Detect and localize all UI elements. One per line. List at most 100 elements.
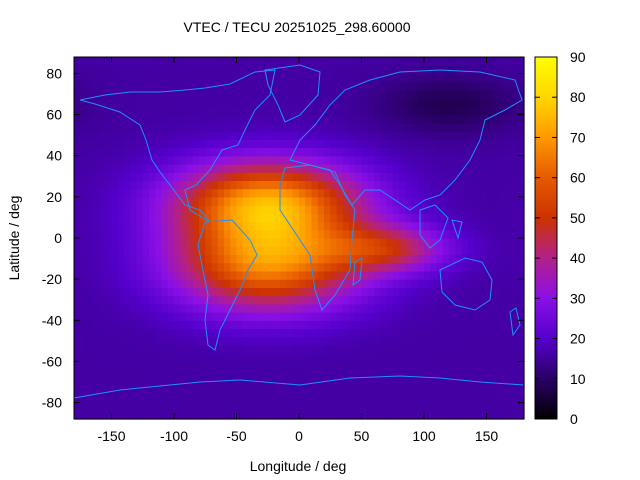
heatmap-cell	[480, 312, 488, 321]
heatmap-cell	[480, 295, 488, 305]
heatmap-cell	[517, 73, 525, 83]
coastline-north-america	[79, 69, 276, 223]
colorbar-tick-label: 30	[570, 290, 586, 306]
heatmap-cell	[305, 410, 313, 420]
vtec-heatmap	[74, 57, 525, 420]
heatmap-cell	[355, 303, 363, 313]
heatmap-cell	[236, 295, 244, 305]
heatmap-cell	[149, 221, 156, 231]
heatmap-cell	[267, 139, 275, 149]
heatmap-cell	[467, 303, 475, 313]
heatmap-cell	[124, 361, 131, 371]
heatmap-cell	[130, 386, 138, 395]
heatmap-cell	[355, 81, 363, 91]
heatmap-cell	[242, 369, 250, 379]
heatmap-cell	[80, 386, 88, 395]
heatmap-cell	[186, 180, 194, 190]
heatmap-cell	[374, 377, 381, 387]
heatmap-cell	[86, 147, 94, 157]
heatmap-cell	[474, 344, 481, 354]
heatmap-cell	[86, 336, 94, 346]
heatmap-cell	[442, 270, 450, 280]
heatmap-cell	[199, 155, 206, 165]
heatmap-cell	[317, 320, 325, 330]
heatmap-cell	[236, 394, 244, 404]
heatmap-cell	[274, 238, 281, 247]
heatmap-cell	[386, 262, 394, 272]
heatmap-cell	[449, 229, 456, 239]
heatmap-cell	[142, 188, 150, 198]
heatmap-cell	[324, 196, 331, 206]
heatmap-cell	[167, 205, 175, 214]
heatmap-cell	[292, 81, 300, 91]
heatmap-cell	[399, 89, 406, 99]
heatmap-cell	[380, 336, 388, 346]
heatmap-cell	[161, 98, 169, 107]
heatmap-cell	[442, 188, 450, 198]
colorbar-tick-label: 0	[570, 411, 578, 427]
heatmap-cell	[161, 336, 169, 346]
heatmap-cell	[367, 238, 375, 247]
heatmap-cell	[361, 205, 369, 214]
heatmap-cell	[86, 361, 94, 371]
heatmap-cell	[499, 221, 506, 231]
heatmap-cell	[92, 353, 100, 363]
heatmap-cell	[130, 65, 138, 75]
heatmap-cell	[99, 295, 106, 305]
heatmap-cell	[305, 172, 313, 182]
heatmap-cell	[230, 89, 238, 99]
heatmap-cell	[324, 139, 331, 149]
heatmap-cell	[217, 139, 225, 149]
heatmap-cell	[286, 163, 294, 173]
heatmap-cell	[199, 163, 206, 173]
heatmap-cell	[117, 98, 125, 107]
heatmap-cell	[124, 312, 131, 321]
heatmap-cell	[211, 221, 219, 231]
heatmap-cell	[374, 155, 381, 165]
heatmap-cell	[430, 98, 438, 107]
heatmap-cell	[449, 287, 456, 297]
heatmap-cell	[324, 246, 331, 256]
heatmap-cell	[242, 344, 250, 354]
heatmap-cell	[449, 213, 456, 223]
heatmap-cell	[492, 369, 500, 379]
heatmap-cell	[430, 229, 438, 239]
heatmap-cell	[117, 73, 125, 83]
heatmap-cell	[430, 279, 438, 288]
heatmap-cell	[474, 353, 481, 363]
heatmap-cell	[286, 57, 294, 66]
heatmap-cell	[124, 410, 131, 420]
heatmap-cell	[374, 89, 381, 99]
heatmap-cell	[430, 303, 438, 313]
heatmap-cell	[155, 287, 163, 297]
heatmap-cell	[136, 394, 144, 404]
heatmap-cell	[399, 303, 406, 313]
heatmap-cell	[117, 229, 125, 239]
heatmap-cell	[380, 106, 388, 116]
heatmap-cell	[311, 205, 319, 214]
heatmap-cell	[286, 262, 294, 272]
heatmap-cell	[105, 353, 113, 363]
heatmap-cell	[467, 213, 475, 223]
heatmap-cell	[392, 386, 400, 395]
heatmap-cell	[330, 336, 338, 346]
heatmap-cell	[461, 155, 469, 165]
heatmap-cell	[380, 369, 388, 379]
heatmap-cell	[86, 65, 94, 75]
heatmap-cell	[130, 320, 138, 330]
heatmap-cell	[274, 246, 281, 256]
heatmap-cell	[80, 180, 88, 190]
heatmap-cell	[480, 147, 488, 157]
heatmap-cell	[417, 122, 425, 132]
heatmap-cell	[99, 336, 106, 346]
heatmap-cell	[249, 369, 256, 379]
heatmap-cell	[111, 147, 119, 157]
heatmap-cell	[149, 81, 156, 91]
heatmap-cell	[280, 155, 288, 165]
heatmap-cell	[136, 213, 144, 223]
heatmap-cell	[424, 180, 431, 190]
heatmap-cell	[136, 287, 144, 297]
heatmap-cell	[111, 205, 119, 214]
heatmap-cell	[505, 303, 513, 313]
heatmap-cell	[492, 328, 500, 338]
